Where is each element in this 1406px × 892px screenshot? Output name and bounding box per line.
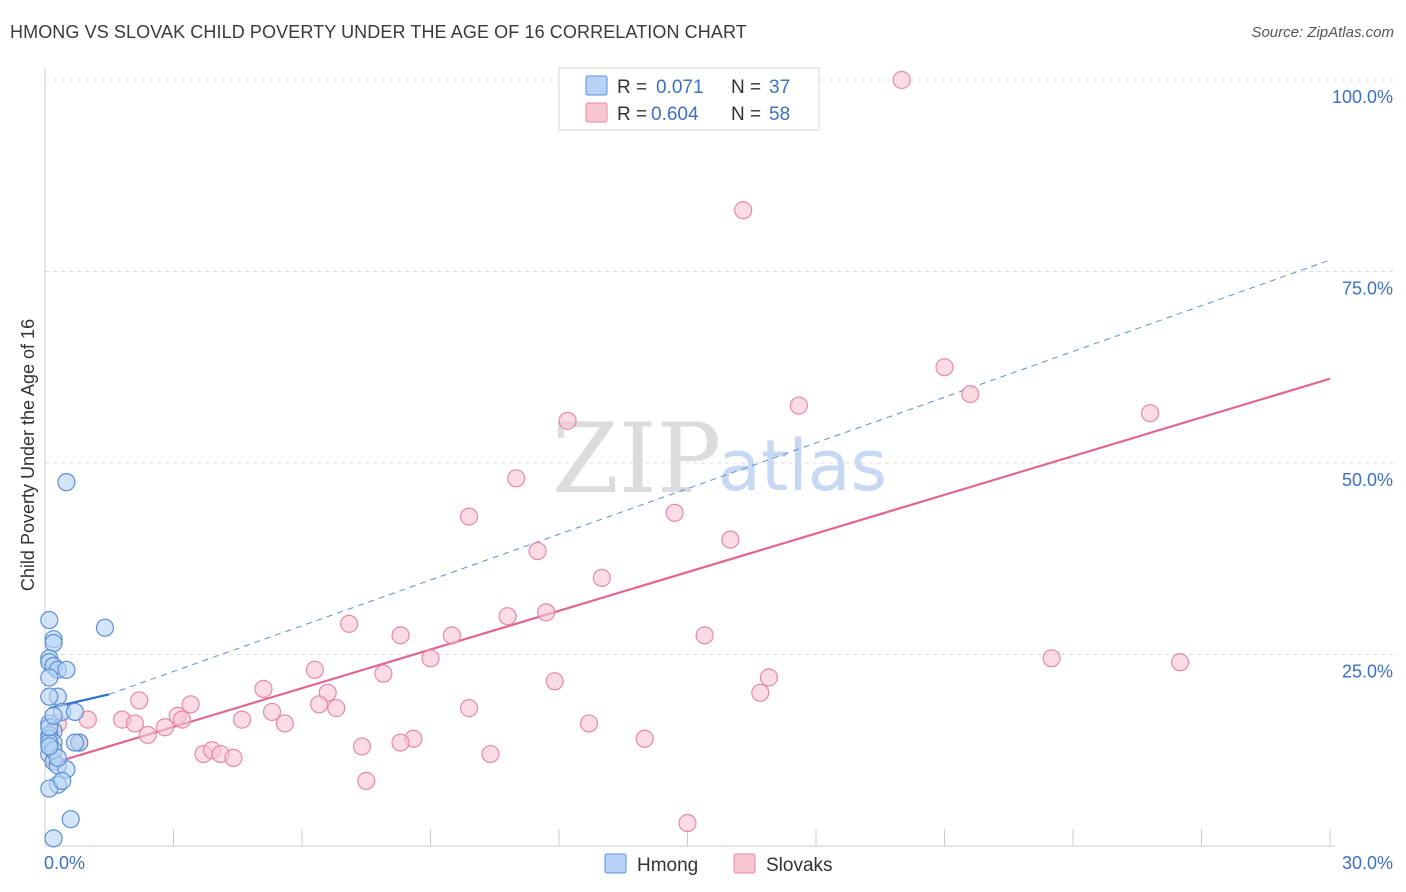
slovak-point [892, 70, 911, 90]
hmong-point [40, 737, 59, 756]
legend-hmong-r-value: 0.071 [656, 77, 704, 98]
watermark-zip: ZIP [552, 403, 721, 515]
slovak-point [579, 714, 599, 733]
hmong-point [40, 668, 59, 687]
hmong-point [65, 733, 85, 752]
slovak-point [1170, 653, 1190, 672]
slovak-point [421, 649, 440, 668]
slovak-point [635, 729, 654, 748]
legend-hmong-n-value: 37 [769, 77, 790, 98]
slovak-point [391, 626, 410, 645]
x-tick-label-min: 0.0% [44, 853, 85, 873]
slovak-point [130, 691, 149, 710]
slovak-point [498, 607, 517, 626]
bottom-legend-hmong-label: Hmong [637, 855, 698, 876]
slovak-point [275, 714, 294, 733]
slovak-point [481, 744, 500, 764]
legend-slovak-n-label: N = [731, 104, 761, 125]
slovak-point [442, 626, 462, 645]
y-tick-label: 50.0% [1342, 470, 1393, 490]
hmong-point [44, 829, 63, 848]
hmong-points [40, 473, 115, 848]
slovak-point [537, 603, 556, 622]
hmong-point [44, 633, 63, 653]
hmong-trend-extension [109, 259, 1331, 695]
slovak-point [352, 737, 372, 756]
slovak-point [155, 718, 175, 737]
slovak-point [1140, 404, 1160, 423]
hmong-point [53, 771, 72, 790]
slovak-point [224, 748, 243, 768]
slovak-point [254, 679, 273, 699]
source-credit: Source: ZipAtlas.com [1251, 24, 1394, 41]
x-tick-label-max: 30.0% [1342, 853, 1393, 873]
slovak-point [310, 695, 329, 714]
slovak-point [507, 469, 526, 488]
hmong-point [44, 706, 63, 725]
slovak-point [695, 626, 714, 645]
y-tick-label: 75.0% [1342, 279, 1393, 299]
y-tick-labels: 25.0% 50.0% 75.0% 100.0% [1332, 87, 1393, 682]
slovak-point [357, 771, 376, 790]
slovak-point [391, 733, 410, 752]
legend-box: R = 0.071 N = 37 R = 0.604 N = 58 [558, 67, 820, 131]
legend-hmong-r-label: R = [617, 77, 647, 98]
hmong-point [57, 473, 76, 492]
watermark: ZIP atlas [552, 403, 887, 515]
slovak-point [935, 358, 954, 377]
y-axis-label: Child Poverty Under the Age of 16 [18, 319, 38, 591]
legend-slovak-r-label: R = [617, 104, 647, 125]
slovak-point [751, 683, 770, 702]
hmong-point [65, 702, 85, 722]
legend-slovak-swatch [585, 102, 608, 123]
gridlines [45, 79, 1393, 655]
slovak-point [262, 702, 282, 722]
hmong-point [40, 610, 59, 630]
slovak-point [678, 813, 697, 833]
slovak-point [305, 660, 324, 679]
legend-slovak-n-value: 58 [769, 104, 790, 125]
slovak-point [528, 541, 547, 561]
slovak-point [138, 725, 157, 745]
hmong-point [57, 660, 76, 679]
x-tick-marks [173, 829, 1331, 846]
hmong-point [40, 687, 59, 706]
watermark-atlas: atlas [718, 425, 887, 507]
slovak-trend-line [44, 377, 1331, 767]
slovak-point [374, 664, 393, 683]
slovak-point [721, 530, 740, 549]
slovak-point [665, 503, 684, 522]
slovak-point [459, 699, 479, 718]
slovak-point [789, 396, 808, 415]
slovak-point [1042, 649, 1061, 668]
slovak-point [232, 710, 252, 729]
slovak-point [125, 714, 145, 733]
legend-hmong-n-label: N = [731, 77, 761, 98]
bottom-legend-slovak-label: Slovaks [766, 855, 833, 876]
slovak-point [961, 384, 980, 404]
slovak-point [340, 614, 359, 633]
hmong-point [61, 810, 80, 829]
slovak-point [459, 507, 479, 526]
slovak-point [545, 672, 564, 691]
slovak-point [181, 695, 200, 714]
slovak-point [734, 201, 753, 220]
chart-title: HMONG VS SLOVAK CHILD POVERTY UNDER THE … [10, 22, 747, 42]
slovak-point [172, 710, 192, 729]
hmong-point [95, 618, 115, 637]
legend-hmong-swatch [585, 75, 608, 96]
slovak-points [48, 70, 1190, 833]
bottom-legend-hmong-swatch [604, 853, 627, 874]
slovak-point [558, 411, 577, 430]
y-tick-label: 25.0% [1342, 662, 1393, 682]
bottom-legend-slovak-swatch [733, 853, 756, 874]
slovak-point [327, 699, 346, 718]
y-tick-label: 100.0% [1332, 87, 1393, 107]
slovak-point [759, 668, 778, 687]
slovak-point [592, 568, 611, 588]
bottom-legend: Hmong Slovaks [604, 853, 833, 876]
legend-slovak-r-value: 0.604 [651, 104, 699, 125]
